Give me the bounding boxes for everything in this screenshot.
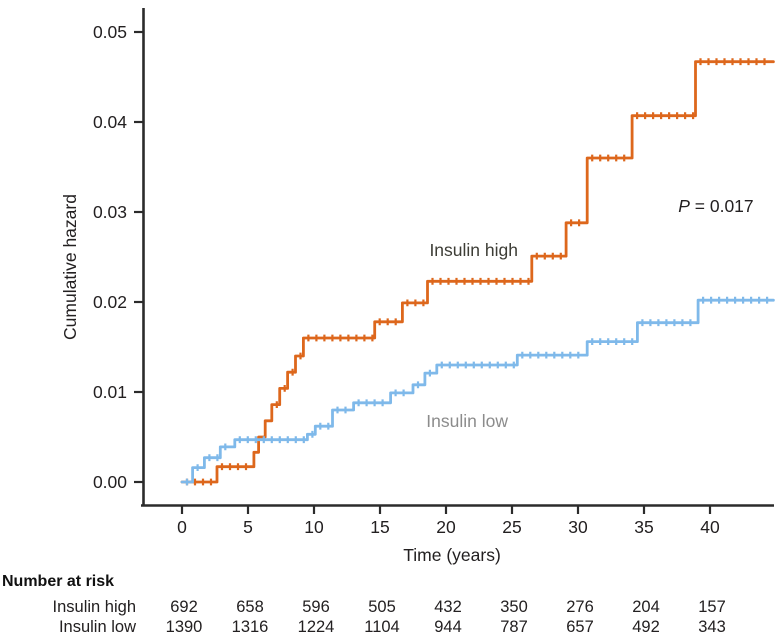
curve-insulin-low [180,298,775,484]
risk-count: 787 [500,618,528,636]
y-axis-title: Cumulative hazard [60,194,80,340]
x-tick-label: 20 [436,517,456,537]
x-tick-label: 0 [177,517,187,537]
risk-count: 944 [434,618,462,636]
risk-count: 350 [500,598,528,616]
risk-count: 596 [302,598,330,616]
x-tick-label: 10 [304,517,324,537]
risk-count: 343 [698,618,726,636]
y-tick-label: 0.03 [93,202,127,222]
x-tick-label: 15 [370,517,389,537]
series-label-insulin-high: Insulin high [429,239,518,260]
risk-count: 492 [632,618,660,636]
x-tick-label: 25 [502,517,521,537]
risk-count: 1390 [165,618,203,636]
series-label-insulin-low: Insulin low [426,410,508,431]
risk-count: 1316 [231,618,269,636]
x-tick-label: 35 [634,517,653,537]
p-value-symbol: P [678,195,690,216]
x-tick-label: 5 [243,517,253,537]
y-tick-label: 0.00 [93,472,127,492]
hazard-plot: 0.00 0.01 0.02 0.03 0.04 0.05 0 5 10 15 20 25 30 35 40 [93,8,775,537]
risk-count: 1104 [364,618,400,636]
risk-table-title: Number at risk [2,573,115,590]
risk-count: 204 [632,598,660,616]
censor-marks-insulin-low [185,296,769,486]
risk-count: 657 [566,618,594,636]
risk-count: 1224 [297,618,335,636]
risk-count: 432 [434,598,462,616]
p-value-annotation: P = 0.017 [616,196,777,216]
y-tick-label: 0.04 [93,112,127,132]
y-tick-label: 0.01 [93,382,127,402]
risk-count: 157 [698,598,726,616]
x-axis-title: Time (years) [403,545,501,565]
p-value-text: = 0.017 [689,195,754,216]
y-tick-label: 0.05 [93,22,127,42]
risk-row-label: Insulin low [58,618,136,636]
risk-count: 505 [368,598,396,616]
x-tick-label: 40 [700,517,720,537]
x-tick-label: 30 [568,517,588,537]
y-tick-label: 0.02 [93,292,127,312]
risk-count: 276 [566,598,594,616]
risk-count: 692 [170,598,198,616]
risk-row-label: Insulin high [52,598,136,616]
risk-count: 658 [236,598,264,616]
